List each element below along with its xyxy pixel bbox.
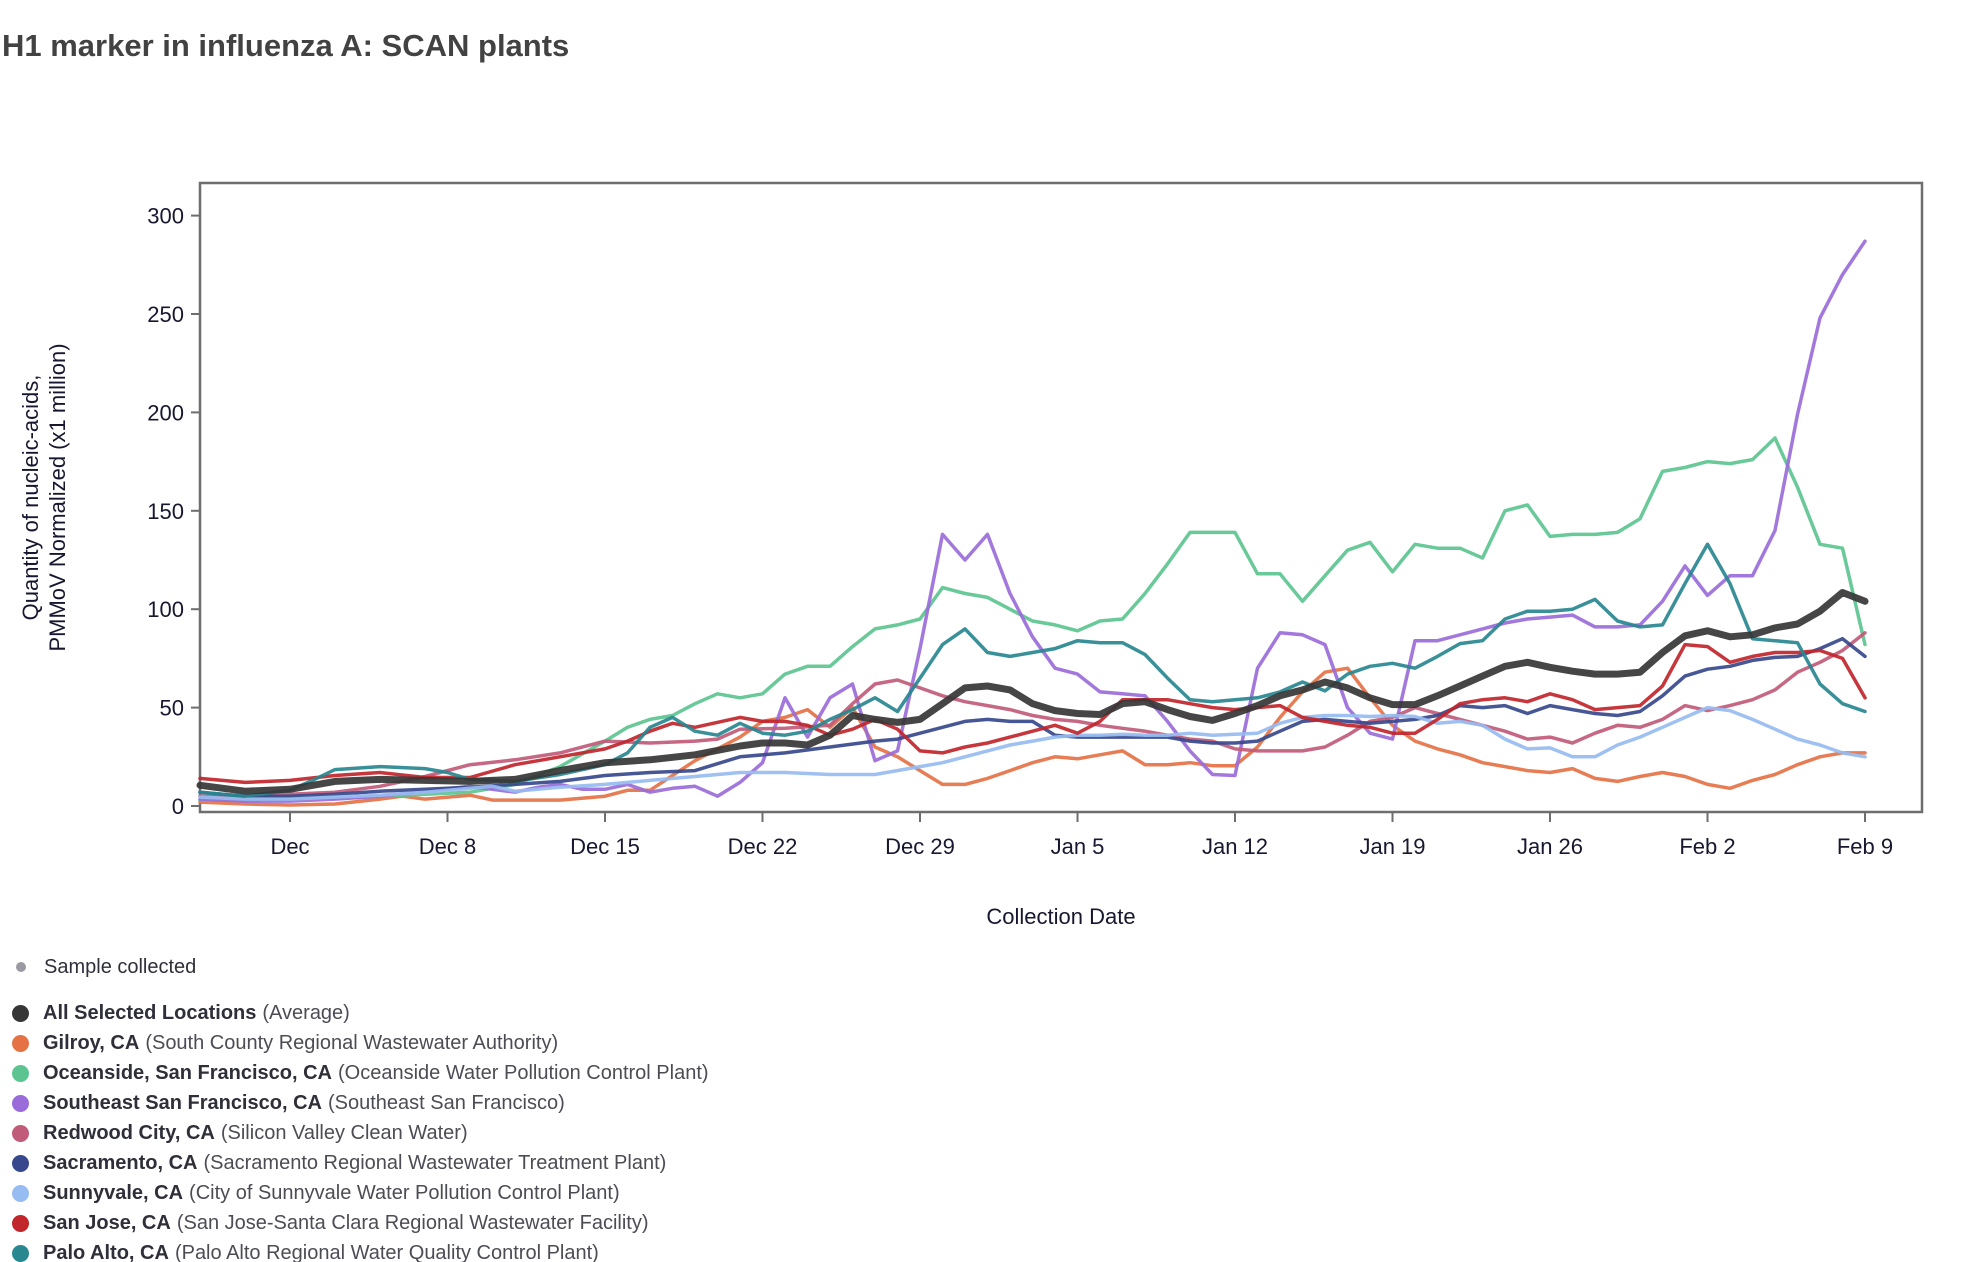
series-line-sunnyvale	[198, 705, 1867, 801]
legend-item-redwood: Redwood City, CA (Silicon Valley Clean Wa…	[12, 1118, 709, 1148]
legend-series-list: All Selected Locations (Average) Gilroy, C…	[12, 998, 709, 1262]
legend-series-detail: (South County Regional Wastewater Author…	[145, 1031, 559, 1054]
legend-series-name: Sunnyvale, CA	[43, 1181, 184, 1204]
legend-series-name: Palo Alto, CA	[43, 1241, 169, 1262]
legend-color-dot-all	[12, 1004, 29, 1022]
legend-series-detail: (Silicon Valley Clean Water)	[220, 1121, 468, 1144]
sample-collected-dot-icon	[16, 962, 26, 972]
legend-item-sanjose: San Jose, CA (San Jose-Santa Clara Region…	[12, 1208, 709, 1238]
legend-series-detail: (San Jose-Santa Clara Regional Wastewate…	[176, 1211, 649, 1234]
legend-series-detail: (Average)	[262, 1001, 350, 1024]
series-line-redwood	[198, 631, 1867, 799]
series-line-all	[196, 589, 1869, 795]
x-tick-label: Feb 9	[1837, 834, 1893, 859]
legend-item-sunnyvale: Sunnyvale, CA (City of Sunnyvale Water Po…	[12, 1178, 709, 1208]
x-tick-label: Dec 8	[419, 834, 476, 859]
legend-series-name: Southeast San Francisco, CA	[43, 1091, 322, 1114]
legend-color-dot-paloalto	[12, 1244, 29, 1262]
legend-series-detail: (Sacramento Regional Wastewater Treatmen…	[203, 1151, 667, 1174]
legend-item-oceanside: Oceanside, San Francisco, CA (Oceanside W…	[12, 1058, 709, 1088]
legend-series-name: San Jose, CA	[43, 1211, 171, 1234]
series-line-gilroy	[198, 666, 1867, 807]
legend-series-name: Sacramento, CA	[43, 1151, 198, 1174]
plot-border	[198, 181, 1924, 814]
legend-color-dot-oceanside	[12, 1064, 29, 1082]
legend-item-sacramento: Sacramento, CA (Sacramento Regional Waste…	[12, 1148, 709, 1178]
legend-item-paloalto: Palo Alto, CA (Palo Alto Regional Water Q…	[12, 1238, 709, 1262]
y-tick-label: 100	[147, 597, 184, 622]
legend-color-dot-sacramento	[12, 1154, 29, 1172]
y-axis-title-line: PMMoV Normalized (x1 million)	[45, 343, 70, 651]
legend-series-name: Redwood City, CA	[43, 1121, 215, 1144]
legend-item-all: All Selected Locations (Average)	[12, 998, 709, 1028]
y-tick-label: 150	[147, 499, 184, 524]
x-axis-title: Collection Date	[986, 904, 1135, 929]
legend-series-detail: (City of Sunnyvale Water Pollution Contr…	[189, 1181, 620, 1204]
x-tick-label: Dec 22	[728, 834, 798, 859]
y-tick-label: 250	[147, 302, 184, 327]
legend-color-dot-southeast	[12, 1094, 29, 1112]
y-tick-label: 0	[172, 794, 184, 819]
series-line-sacramento	[198, 636, 1867, 798]
y-tick-label: 50	[160, 696, 184, 721]
legend-color-dot-sunnyvale	[12, 1184, 29, 1202]
influenza-line-chart[interactable]: 0 50 100 150 200 250 300 Dec Dec 8 Dec 15 Dec 22 De…	[0, 0, 1962, 952]
legend-series-detail: (Southeast San Francisco)	[327, 1091, 565, 1114]
legend-series-name: Oceanside, San Francisco, CA	[43, 1061, 332, 1084]
legend-series-name: All Selected Locations	[43, 1001, 257, 1024]
legend-color-dot-gilroy	[12, 1034, 29, 1052]
legend-series-name: Gilroy, CA	[43, 1031, 140, 1054]
series-line-oceanside	[198, 436, 1867, 802]
series-line-southeast	[198, 239, 1867, 803]
x-tick-label: Feb 2	[1679, 834, 1735, 859]
legend-item-sample-collected: Sample collected	[12, 952, 709, 982]
series-line-paloalto	[198, 542, 1867, 798]
legend-series-detail: (Oceanside Water Pollution Control Plant…	[338, 1061, 709, 1084]
x-tick-label: Jan 12	[1202, 834, 1268, 859]
legend-color-dot-sanjose	[12, 1214, 29, 1232]
legend-sample-label: Sample collected	[44, 955, 197, 978]
legend-series-detail: (Palo Alto Regional Water Quality Contro…	[174, 1241, 599, 1262]
legend-color-dot-redwood	[12, 1124, 29, 1142]
legend-item-southeast: Southeast San Francisco, CA (Southeast Sa…	[12, 1088, 709, 1118]
x-tick-label: Dec 15	[570, 834, 640, 859]
y-tick-label: 300	[147, 204, 184, 229]
x-tick-label: Jan 26	[1517, 834, 1583, 859]
page-title: H1 marker in influenza A: SCAN plants	[2, 28, 570, 63]
y-axis-title-line: Quantity of nucleic-acids,	[18, 375, 43, 621]
x-tick-label: Jan 19	[1359, 834, 1425, 859]
x-tick-label: Dec 29	[885, 834, 955, 859]
x-tick-label: Dec	[270, 834, 309, 859]
chart-legend: Sample collected All Selected Locations(…	[12, 952, 709, 1262]
y-tick-label: 200	[147, 400, 184, 425]
legend-item-gilroy: Gilroy, CA (South County Regional Wastewa…	[12, 1028, 709, 1058]
x-tick-label: Jan 5	[1051, 834, 1105, 859]
